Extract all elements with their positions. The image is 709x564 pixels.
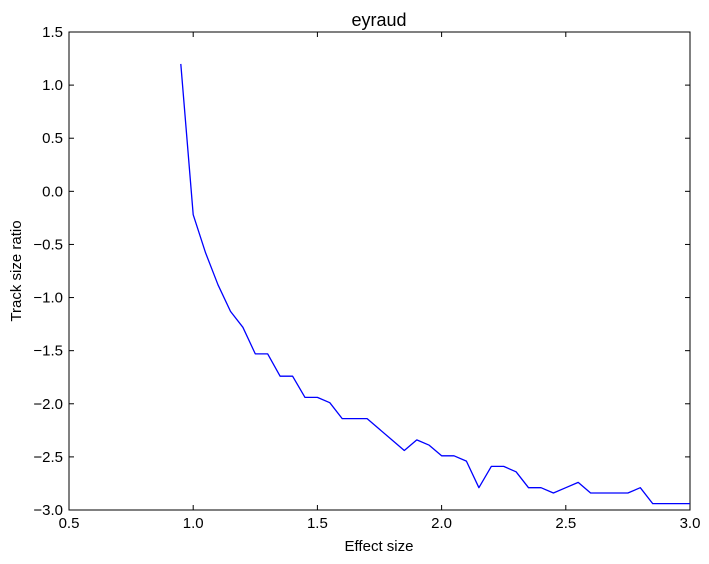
x-tick-label: 2.5 [555,515,576,532]
x-tick-label: 0.5 [59,515,80,532]
chart-title: eyraud [351,10,406,30]
y-tick-label: −3.0 [33,502,63,519]
x-tick-label: 1.0 [183,515,204,532]
y-tick-label: −2.0 [33,396,63,413]
y-tick-label: −2.5 [33,449,63,466]
plot-area [68,31,691,511]
y-axis: 1.5 1.0 0.5 0.0 −0.5 −1.0 −1.5 −2.0 −2.5 −3.0 [33,24,690,519]
x-axis-label: Effect size [345,538,414,555]
x-axis: 0.5 1.0 1.5 2.0 2.5 3.0 [59,32,701,532]
plot-frame [68,31,691,511]
y-tick-label: −1.5 [33,343,63,360]
y-axis-label: Track size ratio [8,220,25,321]
y-tick-label: 1.5 [42,24,63,41]
y-tick-label: 1.0 [42,77,63,94]
y-tick-label: 0.0 [42,183,63,200]
series-line [180,63,690,505]
x-tick-label: 2.0 [431,515,452,532]
y-tick-label: 0.5 [42,130,63,147]
x-tick-label: 3.0 [680,515,701,532]
y-tick-label: −1.0 [33,290,63,307]
y-tick-label: −0.5 [33,236,63,253]
x-tick-label: 1.5 [307,515,328,532]
